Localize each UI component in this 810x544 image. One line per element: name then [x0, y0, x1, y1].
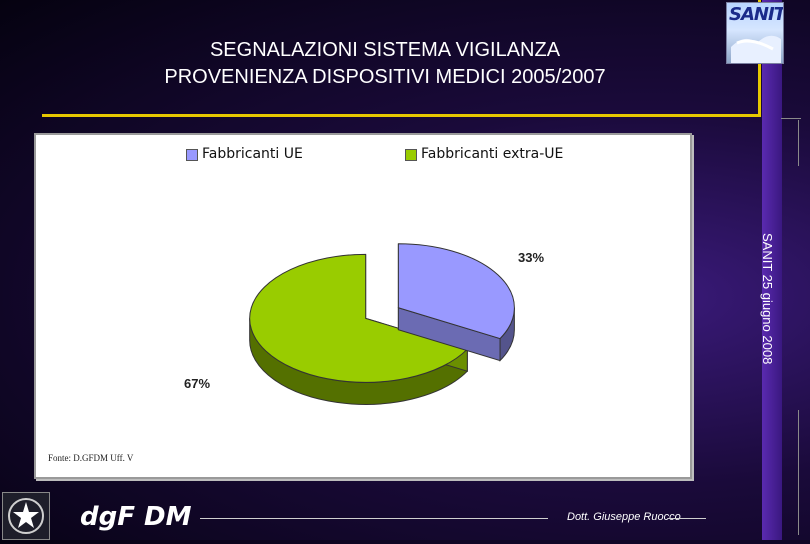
pie-slice-1 [249, 253, 469, 383]
logo-text: SANIT [729, 4, 784, 25]
title-line-2: PROVENIENZA DISPOSITIVI MEDICI 2005/2007 [164, 66, 606, 88]
side-caption: SANIT 25 giugno 2008 [760, 233, 775, 365]
side-rule-lower [798, 410, 799, 535]
pie-data-label-1: 67% [184, 376, 210, 391]
legend-label-extra-ue: Fabbricanti extra-UE [421, 146, 564, 162]
title-underline [42, 114, 760, 117]
legend-swatch-ue [186, 149, 198, 161]
footer-author: Dott. Giuseppe Ruocco [567, 511, 681, 523]
emblem-icon [8, 498, 44, 534]
title-line-1: SEGNALAZIONI SISTEMA VIGILANZA [209, 39, 561, 61]
side-band [762, 0, 782, 540]
logo-cloud-shape [731, 35, 781, 63]
sanit-logo: SANIT [726, 2, 784, 64]
republic-emblem [2, 492, 50, 540]
legend-swatch-extra-ue [405, 149, 417, 161]
pie-chart: 33% 67% [184, 243, 544, 405]
slide-title: SEGNALAZIONI SISTEMA VIGILANZA PROVENIEN… [60, 37, 710, 91]
source-note: Fonte: D.GFDM Uff. V [48, 453, 134, 463]
pie-data-label-0: 33% [518, 250, 544, 265]
chart-panel: Fabbricanti UE Fabbricanti extra-UE 33% 6… [34, 133, 692, 479]
emblem-ring [8, 498, 44, 534]
side-rule-upper [798, 120, 799, 166]
emblem-star [13, 502, 39, 528]
footer-rule-left [200, 518, 548, 519]
side-tick-top [781, 118, 801, 119]
logo-graphic [731, 35, 781, 63]
logo-swoosh [736, 39, 774, 51]
footer-rule-right [668, 518, 706, 519]
dgfdm-logo: dgF DM [80, 502, 192, 532]
pie-slice-0 [397, 243, 515, 340]
legend-label-ue: Fabbricanti UE [202, 146, 303, 162]
